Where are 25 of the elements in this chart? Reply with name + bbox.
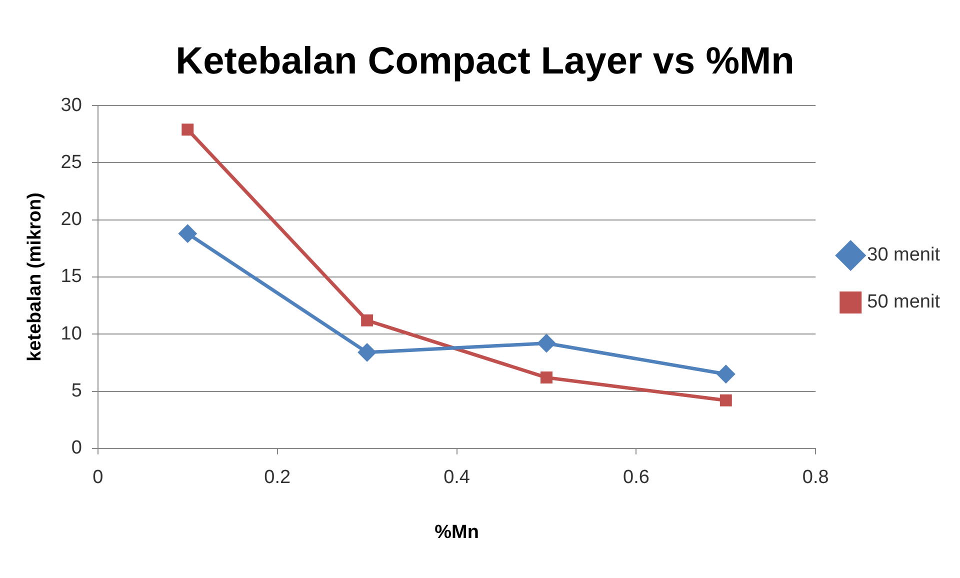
legend-label: 50 menit (867, 292, 941, 313)
point (178, 224, 196, 242)
y-axis-title: ketebalan (mikron) (24, 192, 46, 362)
y-tick-label: 30 (60, 94, 82, 116)
x-tick-label: 0 (92, 467, 104, 488)
x-axis-title: %Mn (434, 522, 479, 543)
point (538, 334, 556, 352)
x-tick-label: 0.6 (622, 467, 650, 488)
chart-title: Ketebalan Compact Layer vs %Mn (176, 40, 794, 82)
point (720, 394, 732, 406)
x-tick-label: 0.4 (444, 467, 470, 488)
x-tick-label: 0.2 (264, 467, 291, 488)
legend-label: 30 menit (867, 244, 941, 266)
y-tick-label: 10 (60, 323, 82, 344)
y-tick-label: 15 (60, 266, 82, 288)
y-tick-label: 25 (60, 152, 82, 173)
point (182, 124, 194, 136)
point (717, 365, 735, 383)
point (358, 344, 376, 362)
y-tick-label: 5 (71, 380, 82, 402)
x-tick-label: 0.8 (802, 467, 829, 488)
y-tick-label: 0 (71, 438, 82, 459)
y-tick-label: 20 (60, 209, 82, 230)
point (540, 372, 552, 384)
point (361, 314, 374, 326)
